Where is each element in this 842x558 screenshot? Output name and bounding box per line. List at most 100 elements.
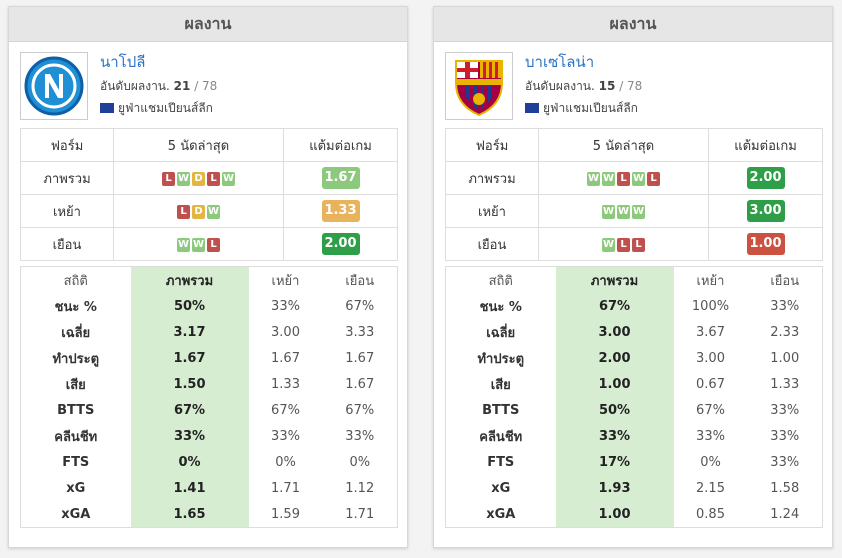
result-badge: D: [192, 172, 205, 186]
result-badge: W: [632, 205, 645, 219]
stat-label: ชนะ %: [54, 299, 97, 315]
stat-value: 2.33: [770, 324, 800, 340]
result-badge: W: [602, 205, 615, 219]
stat-value: 67%: [345, 298, 375, 314]
result-badge: D: [192, 205, 205, 219]
form-label: เหย้า: [445, 194, 539, 228]
ppg-cell: 1.33: [283, 194, 398, 228]
form-header: 5 นัดล่าสุด: [113, 128, 284, 162]
stat-label: FTS: [487, 454, 515, 470]
form-header: แต้มต่อเกม: [708, 128, 823, 162]
stat-value: 1.12: [345, 480, 375, 496]
stat-value: 50%: [130, 293, 249, 319]
result-badge: W: [177, 172, 190, 186]
form-table: ฟอร์ม 5 นัดล่าสุด แต้มต่อเกม ภาพรวม L W D L W 1.6…: [20, 128, 398, 261]
ppg-cell: 2.00: [708, 161, 823, 195]
panel-header: ผลงาน: [9, 7, 407, 42]
form-label: ภาพรวม: [20, 161, 114, 195]
stats-row: เสีย 1.00 0.67 1.33: [446, 371, 823, 397]
stat-label: xGA: [486, 506, 516, 522]
stat-value: 67%: [555, 293, 674, 319]
stat-value: 33%: [770, 298, 800, 314]
stat-label: เสีย: [490, 377, 511, 393]
form-row: เยือน W W L 2.00: [20, 227, 398, 261]
ppg-cell: 1.00: [708, 227, 823, 261]
stat-label: คลีนชีท: [479, 429, 523, 445]
result-badge: W: [222, 172, 235, 186]
stats-row: xG 1.41 1.71 1.12: [21, 475, 398, 501]
stat-value: 3.00: [271, 324, 300, 340]
rank-label: อันดับผลงาน.: [525, 79, 595, 93]
result-badge: W: [602, 172, 615, 186]
stat-value: 3.33: [345, 324, 375, 340]
stat-value: 2.00: [555, 345, 674, 371]
ppg-badge: 1.67: [321, 167, 360, 189]
form-row: ภาพรวม L W D L W 1.67: [20, 161, 398, 195]
stat-value: 33%: [271, 298, 300, 314]
stat-value: 33%: [770, 454, 800, 470]
stat-value: 33%: [345, 428, 375, 444]
stat-value: 33%: [770, 428, 800, 444]
team-logo: [20, 52, 88, 120]
stat-value: 33%: [130, 423, 249, 449]
rank: อันดับผลงาน. 21 / 78: [100, 77, 217, 96]
result-badge: W: [617, 205, 630, 219]
result-badge: W: [587, 172, 600, 186]
stat-value: 33%: [696, 428, 725, 444]
result-badge: L: [207, 172, 220, 186]
stat-value: 1.67: [130, 345, 249, 371]
form-header: ฟอร์ม: [445, 128, 539, 162]
stat-value: 3.17: [130, 319, 249, 345]
stats-row: ทำประตู 1.67 1.67 1.67: [21, 345, 398, 371]
stat-value: 1.00: [555, 371, 674, 397]
form-header: 5 นัดล่าสุด: [538, 128, 709, 162]
stat-value: 3.67: [696, 324, 725, 340]
stat-value: 1.58: [770, 480, 800, 496]
stat-label: เสีย: [65, 377, 86, 393]
stats-row: เฉลี่ย 3.17 3.00 3.33: [21, 319, 398, 345]
stat-label: คลีนชีท: [54, 429, 98, 445]
rank-total: / 78: [619, 79, 643, 93]
stat-value: 67%: [130, 397, 249, 423]
league: ยูฟ่าแชมเปียนส์ลีก: [525, 99, 638, 118]
stats-row: BTTS 50% 67% 33%: [446, 397, 823, 423]
stats-row: ทำประตู 2.00 3.00 1.00: [446, 345, 823, 371]
result-badge: W: [632, 172, 645, 186]
form-label: เยือน: [20, 227, 114, 261]
stat-label: BTTS: [57, 402, 95, 418]
stat-value: 1.00: [770, 350, 800, 366]
ppg-cell: 1.67: [283, 161, 398, 195]
flag-icon: [100, 103, 114, 113]
rank-value: 15: [598, 79, 616, 93]
stat-label: ทำประตู: [477, 351, 525, 367]
stats-row: FTS 17% 0% 33%: [446, 449, 823, 475]
team-name: นาโปลี: [100, 53, 146, 71]
stat-value: 0%: [130, 449, 249, 475]
stat-label: BTTS: [482, 402, 520, 418]
form-row: ภาพรวม W W L W L 2.00: [445, 161, 823, 195]
panel: ผลงาน บาเซโลน่า อันดับผลงาน. 15 / 78 ยูฟ่า…: [433, 6, 833, 548]
league: ยูฟ่าแชมเปียนส์ลีก: [100, 99, 213, 118]
stat-label: FTS: [62, 454, 90, 470]
team-name: บาเซโลน่า: [525, 53, 595, 71]
stat-label: ทำประตู: [52, 351, 100, 367]
stats-header: เยือน: [345, 273, 375, 289]
stat-value: 33%: [555, 423, 674, 449]
result-badge: L: [617, 172, 630, 186]
ppg-cell: 3.00: [708, 194, 823, 228]
stat-value: 100%: [691, 298, 730, 314]
stat-label: เฉลี่ย: [61, 325, 91, 341]
stats-row: xG 1.93 2.15 1.58: [446, 475, 823, 501]
stat-value: 1.67: [345, 350, 375, 366]
stat-value: 50%: [555, 397, 674, 423]
result-badge: L: [162, 172, 175, 186]
stat-value: 33%: [271, 428, 300, 444]
form-header: แต้มต่อเกม: [283, 128, 398, 162]
form-label: เหย้า: [20, 194, 114, 228]
stats-table: สถิติ ภาพรวม เหย้า เยือน ชนะ % 50% 33% 67% เฉลี่…: [20, 266, 398, 528]
result-badge: L: [647, 172, 660, 186]
result-badge: W: [192, 238, 205, 252]
